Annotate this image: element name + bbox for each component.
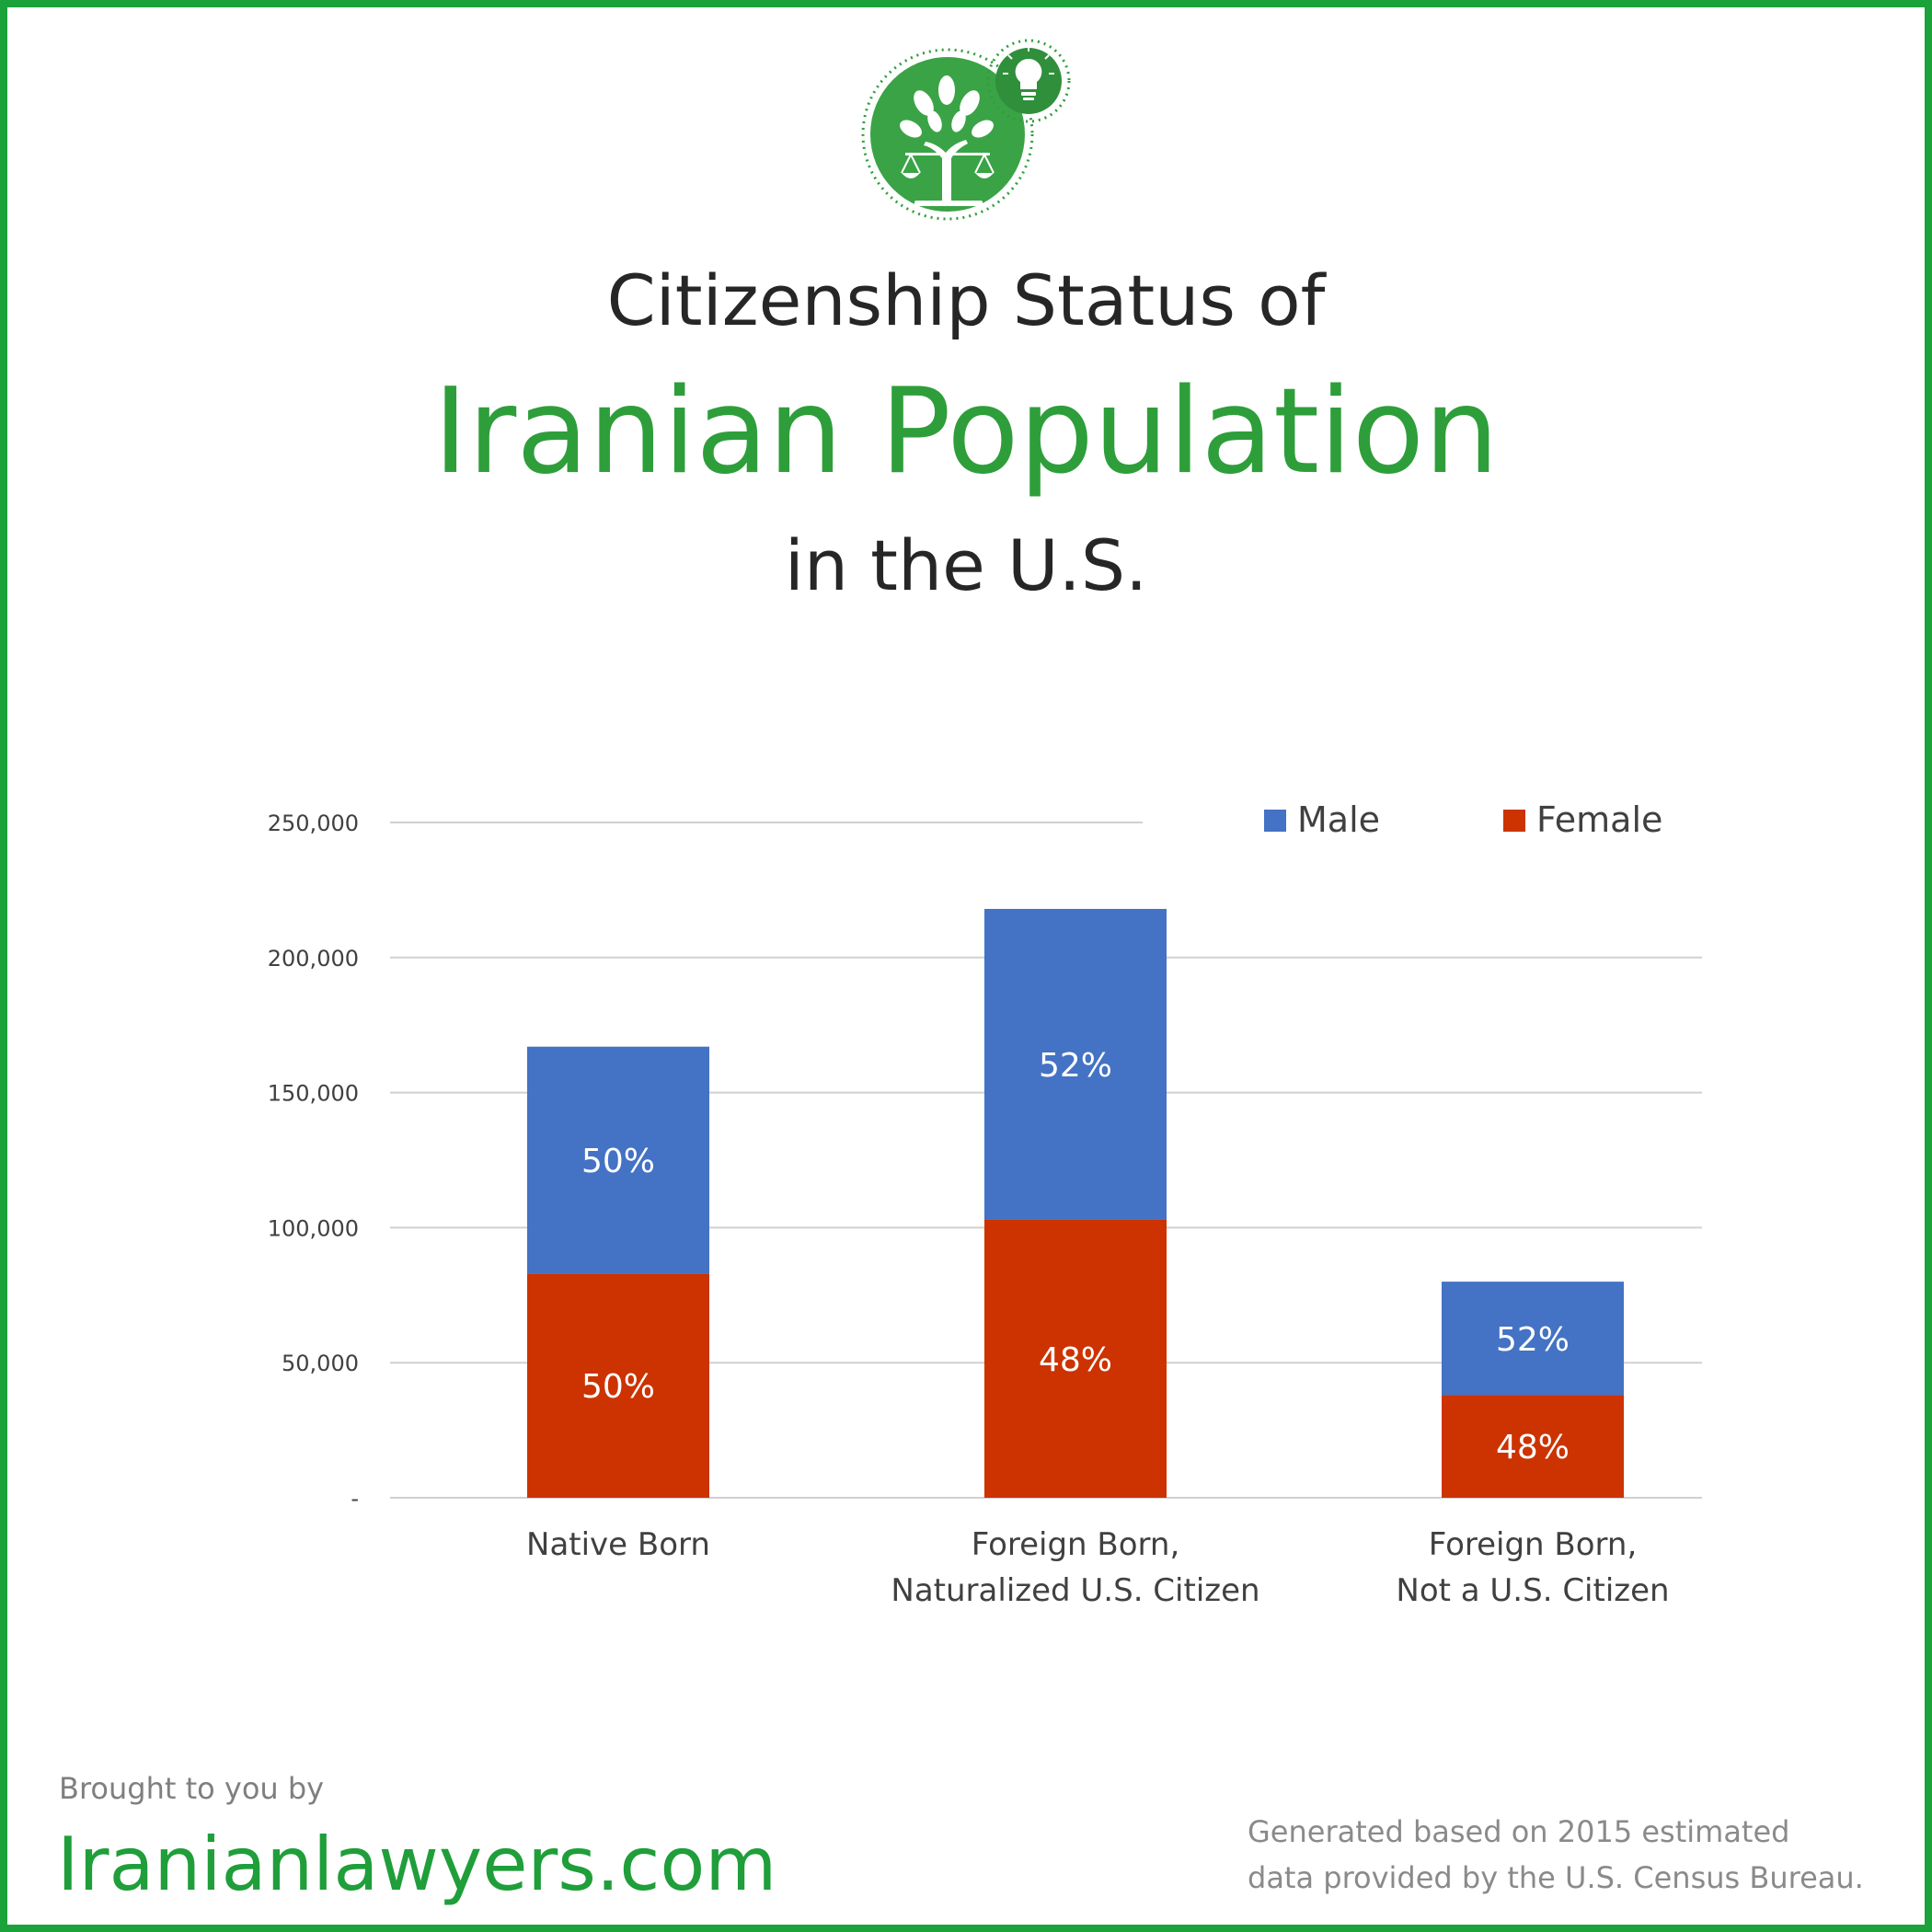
source-line-1: Generated based on 2015 estimated [1248,1814,1790,1849]
x-category-label: Foreign Born, [972,1526,1180,1563]
y-tick-label: - [351,1486,359,1512]
y-tick-label: 200,000 [268,946,359,972]
title-line-1: Citizenship Status of [606,259,1326,341]
x-category-label: Native Born [526,1526,710,1563]
x-category-label: Not a U.S. Citizen [1396,1572,1669,1609]
data-label: 50% [581,1143,655,1180]
brought-by-label: Brought to you by [59,1771,325,1806]
source-line-2: data provided by the U.S. Census Bureau. [1248,1860,1864,1895]
site-name: Iranianlawyers.com [57,1822,777,1907]
legend-swatch-male [1264,810,1286,832]
x-category-label: Naturalized U.S. Citizen [891,1572,1259,1609]
bar-female [984,1219,1167,1498]
legend-swatch-female [1503,810,1525,832]
legend-label-female: Female [1536,799,1662,840]
x-category-label: Foreign Born, [1429,1526,1638,1563]
bar-male [984,908,1167,1220]
y-tick-label: 250,000 [268,811,359,836]
data-label: 48% [1039,1341,1112,1379]
tree-scales-lightbulb-logo-icon [861,39,1071,221]
title-line-2: Iranian Population [432,363,1500,500]
bar-male [1442,1282,1624,1396]
stacked-bar-chart: - 50,000 100,000 150,000 200,000 250,000 50% 50… [268,799,1702,1609]
y-tick-label: 100,000 [268,1215,359,1241]
data-label: 48% [1496,1429,1570,1466]
bar-male [527,1046,709,1274]
title-line-3: in the U.S. [784,524,1148,606]
y-tick-label: 150,000 [268,1081,359,1107]
data-label: 52% [1039,1047,1112,1085]
bar-female [527,1273,709,1498]
y-tick-label: 50,000 [282,1351,359,1376]
legend-label-male: Male [1297,799,1380,840]
data-label: 52% [1496,1321,1570,1359]
bar-female [1442,1395,1624,1498]
data-label: 50% [581,1368,655,1406]
source-note: Generated based on 2015 estimated data p… [1248,1809,1892,1901]
